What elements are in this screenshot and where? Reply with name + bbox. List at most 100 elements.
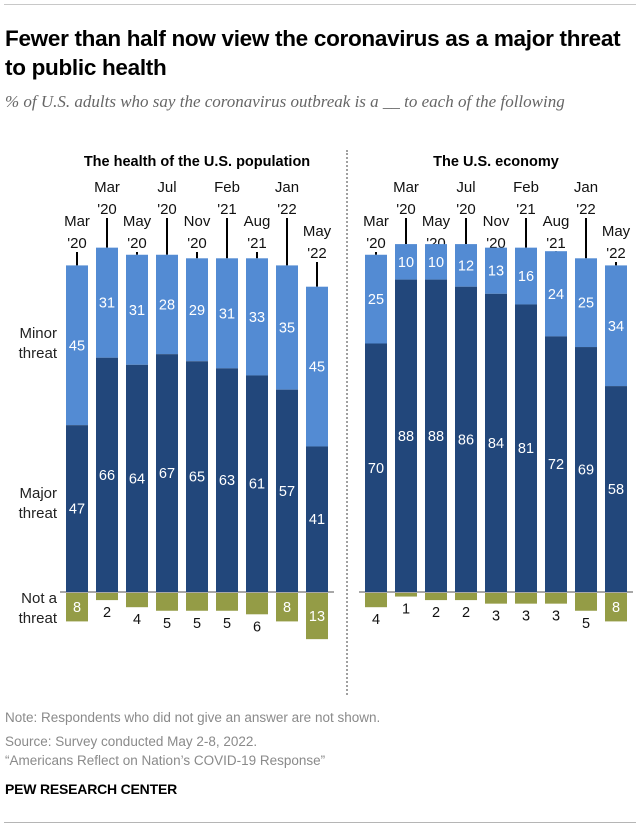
bar-minor-threat xyxy=(156,254,178,355)
category-label: Jul xyxy=(157,179,176,196)
bar-minor-threat xyxy=(66,265,88,426)
value-label-not: 5 xyxy=(163,616,171,632)
value-label-not: 8 xyxy=(612,600,620,616)
note-text: Note: Respondents who did not give an an… xyxy=(5,710,381,725)
bar-minor-threat xyxy=(276,265,298,390)
bar-major-threat xyxy=(306,446,328,592)
value-label-minor: 25 xyxy=(578,296,594,312)
category-label: Mar xyxy=(64,213,90,230)
category-label: May xyxy=(422,213,451,230)
bar-not-a-threat xyxy=(276,593,298,622)
value-label-minor: 28 xyxy=(159,297,175,313)
value-label-major: 64 xyxy=(129,471,145,487)
bar-not-a-threat xyxy=(575,593,597,611)
bar-major-threat xyxy=(66,425,88,592)
value-label-not: 5 xyxy=(582,616,590,632)
category-label: Aug xyxy=(543,213,570,230)
bar-major-threat xyxy=(425,279,447,592)
value-label-not: 3 xyxy=(552,609,560,625)
category-label: Feb xyxy=(513,179,539,196)
category-label: '21 xyxy=(546,235,566,252)
chart-title: Fewer than half now view the coronavirus… xyxy=(5,26,621,80)
value-label-major: 61 xyxy=(249,477,265,493)
row-label-minor: threat xyxy=(19,345,58,362)
value-label-not: 4 xyxy=(133,612,141,628)
bar-minor-threat xyxy=(605,265,627,387)
bar-major-threat xyxy=(515,304,537,592)
bar-minor-threat xyxy=(455,244,477,287)
bar-not-a-threat xyxy=(425,593,447,601)
bar-minor-threat xyxy=(545,251,567,337)
category-label: May xyxy=(123,213,152,230)
bar-not-a-threat xyxy=(216,593,238,611)
source-text: Source: Survey conducted May 2-8, 2022. xyxy=(5,734,258,749)
category-label: '20 xyxy=(456,201,476,218)
bar-major-threat xyxy=(126,364,148,592)
value-label-major: 57 xyxy=(279,484,295,500)
bar-minor-threat xyxy=(515,247,537,305)
category-label: Mar xyxy=(94,179,120,196)
value-label-minor: 29 xyxy=(189,303,205,319)
bar-minor-threat xyxy=(365,254,387,344)
bar-not-a-threat xyxy=(186,593,208,611)
value-label-minor: 10 xyxy=(398,255,414,271)
category-label: '20 xyxy=(67,235,87,252)
bar-major-threat xyxy=(246,375,268,592)
bar-minor-threat xyxy=(96,247,118,358)
value-label-not: 4 xyxy=(372,612,380,628)
category-label: '20 xyxy=(127,235,147,252)
value-label-not: 8 xyxy=(283,600,291,616)
value-label-not: 1 xyxy=(402,602,410,618)
bar-major-threat xyxy=(156,354,178,592)
bar-not-a-threat xyxy=(156,593,178,611)
category-label: Nov xyxy=(184,213,211,230)
category-label: '21 xyxy=(247,235,267,252)
bar-minor-threat xyxy=(186,258,208,362)
value-label-major: 69 xyxy=(578,463,594,479)
row-label-major: threat xyxy=(19,505,58,522)
value-label-minor: 31 xyxy=(129,303,145,319)
value-label-minor: 10 xyxy=(428,255,444,271)
category-label: '22 xyxy=(576,201,596,218)
category-label: '21 xyxy=(516,201,536,218)
category-label: Jan xyxy=(275,179,299,196)
value-label-minor: 45 xyxy=(69,338,85,354)
category-label: Nov xyxy=(483,213,510,230)
bottom-rule xyxy=(4,822,636,823)
bar-minor-threat xyxy=(246,258,268,376)
value-label-major: 88 xyxy=(428,429,444,445)
value-label-not: 5 xyxy=(223,616,231,632)
value-label-minor: 13 xyxy=(488,264,504,280)
value-label-not: 6 xyxy=(253,619,261,635)
bar-minor-threat xyxy=(306,286,328,447)
bar-minor-threat xyxy=(395,244,417,280)
bar-minor-threat xyxy=(425,244,447,280)
bar-minor-threat xyxy=(575,258,597,348)
category-label: May xyxy=(602,223,631,240)
bar-major-threat xyxy=(545,336,567,592)
bar-not-a-threat xyxy=(455,593,477,601)
bar-major-threat xyxy=(96,357,118,592)
category-label: '20 xyxy=(157,201,177,218)
value-label-minor: 31 xyxy=(99,296,115,312)
value-label-minor: 16 xyxy=(518,269,534,285)
value-label-minor: 24 xyxy=(548,287,564,303)
category-label: '20 xyxy=(396,201,416,218)
value-label-major: 70 xyxy=(368,461,384,477)
category-label: Mar xyxy=(393,179,419,196)
bar-not-a-threat xyxy=(306,593,328,640)
value-label-not: 3 xyxy=(522,609,530,625)
value-label-not: 8 xyxy=(73,600,81,616)
category-label: '20 xyxy=(187,235,207,252)
bar-major-threat xyxy=(276,389,298,592)
value-label-minor: 45 xyxy=(309,360,325,376)
category-label: Feb xyxy=(214,179,240,196)
value-label-major: 86 xyxy=(458,432,474,448)
bar-not-a-threat xyxy=(246,593,268,615)
bar-major-threat xyxy=(455,286,477,592)
category-label: '22 xyxy=(277,201,297,218)
bar-not-a-threat xyxy=(395,593,417,597)
value-label-major: 67 xyxy=(159,466,175,482)
bar-not-a-threat xyxy=(96,593,118,601)
bar-minor-threat xyxy=(485,247,507,294)
